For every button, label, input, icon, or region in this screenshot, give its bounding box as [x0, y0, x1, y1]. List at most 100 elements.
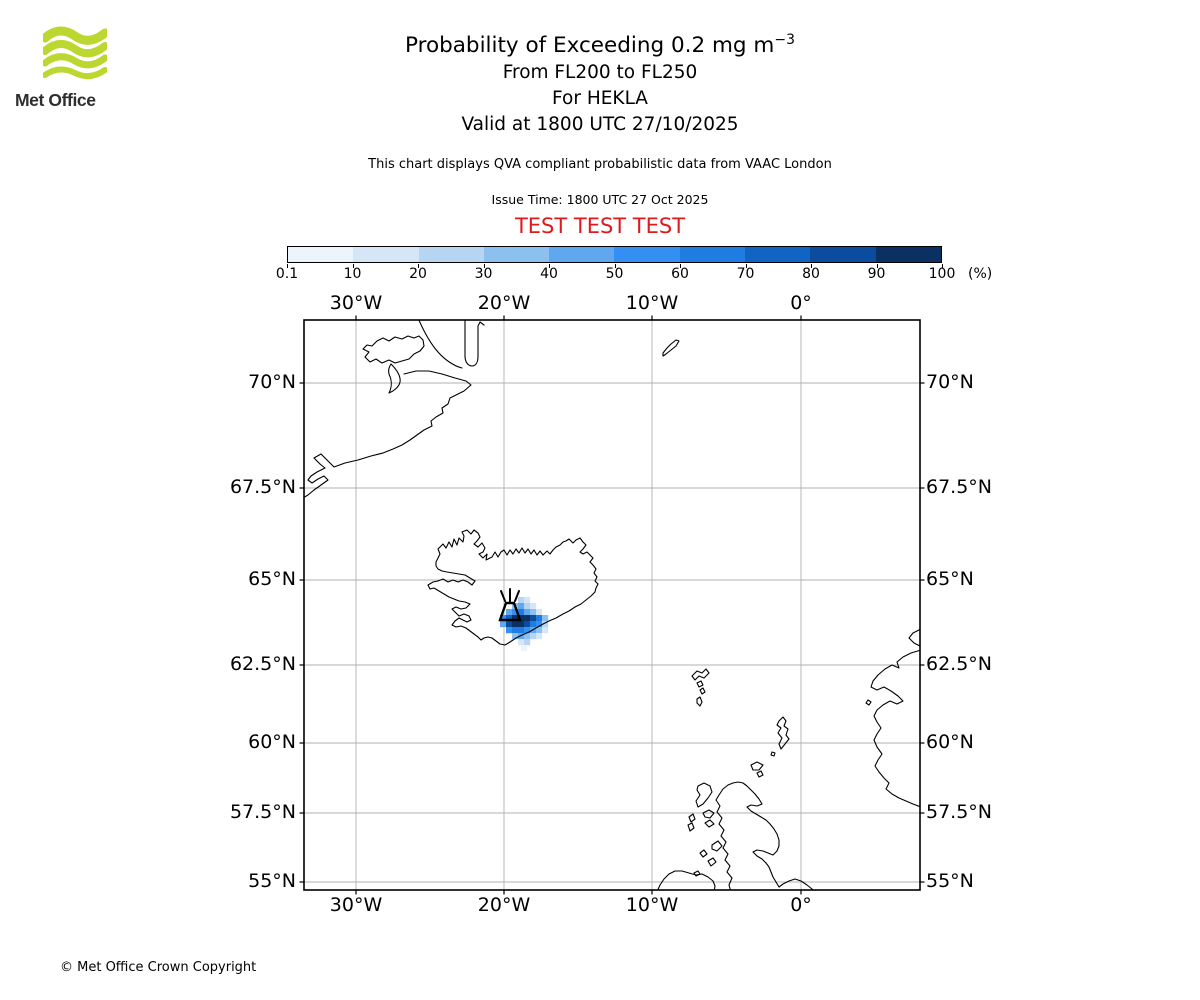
colorbar-segment — [679, 247, 746, 262]
met-office-waves-icon — [43, 26, 107, 80]
probability-cell — [524, 621, 531, 628]
issue-time-text: Issue Time: 1800 UTC 27 Oct 2025 — [491, 192, 709, 208]
coastline-ireland — [657, 870, 716, 890]
colorbar-tick-label: 90 — [867, 266, 886, 282]
lat-label-left: 60°N — [248, 731, 296, 753]
coastline-greenland-mainland — [304, 370, 472, 499]
colorbar-segment — [614, 247, 680, 262]
colorbar-tick — [942, 264, 943, 268]
map-frame — [303, 319, 921, 891]
page-title-exponent: −3 — [774, 32, 795, 48]
colorbar-tick — [418, 264, 419, 268]
page-title: Probability of Exceeding 0.2 mg m−3 — [0, 26, 1200, 60]
valid-time-subtitle: Valid at 1800 UTC 27/10/2025 — [461, 114, 739, 136]
lon-label-top: 20°W — [477, 292, 531, 314]
volcano-icon — [498, 588, 522, 622]
lat-label-right: 62.5°N — [926, 653, 993, 675]
lon-label-bottom: 30°W — [329, 894, 383, 916]
colorbar-tick — [287, 264, 288, 268]
probability-cell — [536, 633, 543, 640]
colorbar-tick-label: 100 — [928, 266, 956, 282]
probability-cell — [524, 609, 531, 616]
probability-cell — [512, 609, 519, 616]
coastline-inner-hebrides — [693, 809, 723, 877]
probability-cell — [506, 627, 513, 634]
coastline-greenland-north — [418, 320, 463, 369]
colorbar-segment — [745, 247, 811, 262]
axis-ticks — [299, 315, 925, 895]
volcano-subtitle: For HEKLA — [552, 88, 648, 110]
probability-cell — [500, 615, 507, 622]
coastlines — [304, 320, 920, 890]
probability-cell — [518, 621, 525, 628]
probability-cell — [536, 609, 543, 616]
probability-cell — [506, 615, 513, 622]
lat-label-right: 65°N — [926, 568, 974, 590]
colorbar-segment — [418, 247, 484, 262]
lat-label-left: 65°N — [248, 568, 296, 590]
probability-cell — [524, 639, 531, 646]
colorbar-tick-label: 30 — [474, 266, 493, 282]
probability-cell — [518, 597, 525, 604]
coastline-greenland-spit — [388, 363, 401, 394]
lat-label-right: 67.5°N — [926, 476, 993, 498]
colorbar-tick — [876, 264, 878, 268]
lat-label-right: 60°N — [926, 731, 974, 753]
probability-cell — [518, 603, 525, 610]
lon-label-top: 0° — [790, 292, 812, 314]
probability-cell — [518, 627, 525, 634]
colorbar-segment — [483, 247, 550, 262]
probability-cell — [530, 615, 537, 622]
probability-cell — [530, 621, 537, 628]
probability-colorbar — [287, 246, 942, 263]
probability-cell — [524, 597, 531, 604]
lat-label-right: 70°N — [926, 371, 974, 393]
colorbar-segment — [810, 247, 876, 262]
flight-level-subtitle: From FL200 to FL250 — [502, 62, 698, 84]
colorbar-tick-label: 20 — [409, 266, 427, 282]
title-block: Probability of Exceeding 0.2 mg m−3 From… — [0, 26, 1200, 238]
colorbar-tick-label: 10 — [343, 266, 362, 282]
probability-cell — [512, 633, 519, 640]
probability-cell — [518, 633, 525, 640]
lon-label-top: 30°W — [329, 292, 383, 314]
probability-cell — [518, 615, 525, 622]
lat-label-left: 70°N — [248, 371, 296, 393]
probability-cell — [542, 621, 549, 628]
colorbar-tick — [549, 264, 550, 268]
colorbar-tick-label: 0.1 — [275, 266, 299, 282]
lat-label-right: 55°N — [926, 870, 974, 892]
probability-cell — [530, 609, 537, 616]
probability-cell — [512, 627, 519, 634]
probability-cell — [524, 633, 531, 640]
probability-cell — [512, 615, 519, 622]
met-office-logo-text: Met Office — [15, 90, 96, 110]
coastline-jan-mayen — [662, 339, 680, 357]
coastline-orkney — [750, 761, 764, 778]
colorbar-tick-label: 60 — [671, 266, 689, 282]
coastline-iceland — [427, 529, 599, 646]
probability-cell — [536, 621, 543, 628]
probability-cell — [524, 627, 531, 634]
colorbar-segment — [875, 247, 941, 262]
probability-cell — [536, 615, 543, 622]
lon-label-bottom: 0° — [790, 894, 812, 916]
probability-cell — [536, 627, 543, 634]
colorbar-tick — [614, 264, 616, 268]
probability-cell — [506, 609, 513, 616]
probability-cell — [542, 627, 549, 634]
probability-cell — [521, 645, 528, 652]
coastline-outer-hebrides — [687, 782, 713, 832]
colorbar-tick-label: 70 — [736, 266, 755, 282]
colorbar-unit-label: (%) — [968, 266, 993, 282]
probability-cell — [506, 621, 513, 628]
qva-info-text: This chart displays QVA compliant probab… — [368, 157, 832, 173]
graticule — [304, 320, 920, 890]
test-banner: TEST TEST TEST — [514, 214, 686, 239]
coastline-faroe-islands — [691, 668, 710, 707]
probability-cell — [518, 609, 525, 616]
colorbar-tick — [811, 264, 812, 268]
lat-label-left: 55°N — [248, 870, 296, 892]
probability-cell — [542, 615, 549, 622]
